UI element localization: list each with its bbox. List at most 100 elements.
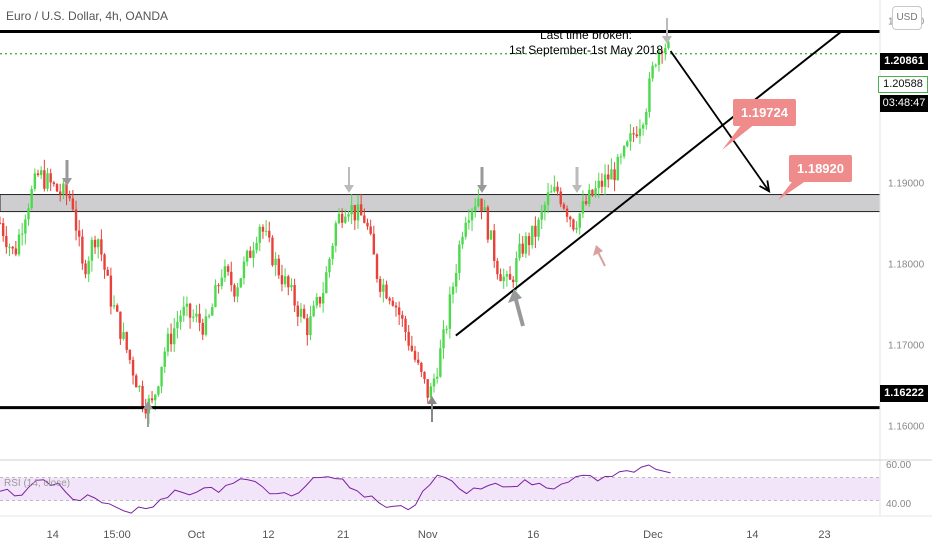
resistance-price-tag: 1.20861 [880,53,928,70]
candle-body-61 [192,316,195,318]
candle-body-92 [290,285,293,288]
candle-body-65 [204,316,208,335]
candle-body-0 [0,222,2,224]
candle-body-42 [131,359,135,376]
time-axis[interactable]: 14 15:00 Oct 12 21 Nov 16 Dec 14 23 [0,515,932,541]
candle-body-132 [416,359,420,363]
rsi-pane: 60.00 40.00 [0,459,932,514]
candle-body-174 [550,191,553,193]
candle-body-115 [363,215,366,223]
candle-body-76 [239,278,242,288]
candle-body-160 [505,274,509,277]
candle-body-184 [581,201,585,214]
candle-body-116 [366,222,369,227]
candle-body-50 [157,386,160,395]
candle-body-37 [116,305,119,312]
candle-body-147 [464,222,467,237]
candle-body-205 [648,78,651,112]
x-tick-7: Dec [643,529,663,541]
candle-body-103 [325,272,328,294]
candle-body-161 [508,274,512,280]
candle-body-64 [201,322,204,335]
candle-body-134 [423,371,426,380]
candle-body-93 [293,285,296,306]
candle-body-120 [378,278,382,292]
candle-body-112 [353,204,357,221]
candle-body-172 [543,204,547,212]
annotation-text: Last time broken: 1st September-1st May … [498,28,674,58]
projection-line [669,50,770,192]
hint-arrow-4-head [572,185,582,193]
candle-body-41 [128,349,132,360]
candle-body-162 [512,279,515,283]
candle-body-124 [391,300,395,306]
candle-body-192 [607,174,610,180]
candle-body-46 [144,407,147,414]
candle-body-88 [277,258,280,276]
candle-body-204 [645,111,648,125]
candle-body-56 [176,321,179,329]
candle-body-117 [369,226,372,234]
candle-body-139 [439,348,442,377]
candle-body-153 [483,207,486,211]
x-tick-4: 21 [337,529,349,541]
candle-body-210 [664,48,667,54]
candle-body-110 [347,214,350,217]
candle-body-23 [71,198,75,210]
candle-body-211 [667,41,670,49]
currency-button[interactable]: USD [892,6,922,30]
candle-body-20 [62,183,65,195]
rsi-label: RSI (14, close) [4,478,71,489]
candle-body-202 [638,128,642,137]
candle-body-191 [603,174,607,187]
candle-body-71 [223,266,227,278]
candle-body-9 [27,208,30,220]
hint-arrow-8-head [508,289,522,303]
candle-body-19 [58,191,62,195]
candle-body-178 [562,204,566,209]
rsi-band [0,477,880,501]
candle-body-4 [11,246,14,249]
candle-body-40 [125,332,128,350]
candle-body-96 [302,308,306,319]
candle-body-1 [1,223,5,237]
candle-body-189 [597,180,600,189]
candle-body-169 [534,225,537,237]
candle-body-26 [81,236,84,264]
candle-body-122 [385,284,388,299]
candle-body-15 [46,173,49,189]
candle-body-78 [245,250,249,262]
candle-body-140 [442,329,445,349]
candle-body-159 [502,276,505,282]
candle-body-136 [429,386,433,398]
target-tag-2: 1.18920 [789,155,852,182]
candle-body-157 [496,260,499,275]
candle-body-53 [166,333,170,352]
candle-body-105 [331,245,334,259]
x-tick-0: 14 [47,529,59,541]
hint-arrow-7-head [427,396,437,404]
candle-body-8 [24,219,27,234]
candle-body-121 [382,284,385,292]
candle-body-200 [632,133,635,135]
candle-body-130 [410,345,414,351]
candle-body-146 [461,236,464,245]
candle-body-18 [55,184,59,192]
candle-body-45 [141,386,144,408]
candle-body-60 [188,303,192,318]
candle-body-129 [407,331,410,346]
candle-body-167 [527,236,531,246]
candle-body-102 [321,293,325,304]
candle-body-91 [287,276,290,288]
annotation-line-1: Last time broken: [539,28,633,42]
candle-body-29 [90,239,94,261]
chart-title: Euro / U.S. Dollar, 4h, OANDA [6,9,169,23]
candle-body-13 [39,170,43,176]
candle-body-142 [448,294,452,329]
annotation-line-2: 1st September-1st May 2018 [508,43,664,57]
candle-body-98 [309,316,312,336]
hint-arrow-8-shaft [514,299,525,327]
candle-body-118 [372,233,376,255]
candle-body-83 [261,226,265,232]
